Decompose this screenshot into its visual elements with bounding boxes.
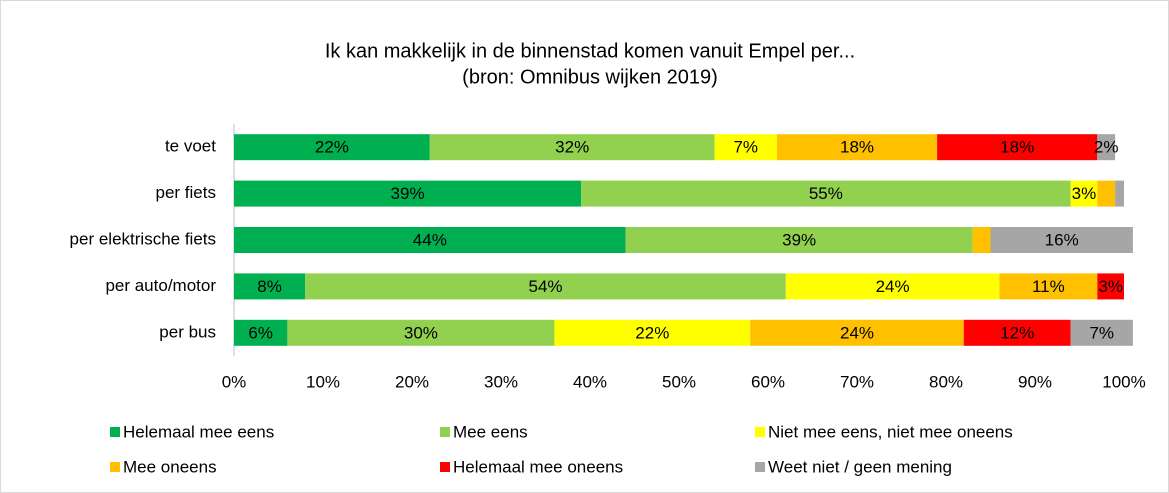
bar-segment [1097, 134, 1116, 161]
bar-segment [305, 273, 786, 300]
bar-segment [750, 319, 964, 346]
bar-segment [234, 227, 626, 253]
bar-segment [1070, 319, 1133, 346]
bar-segment [234, 319, 288, 346]
bar-segment [234, 134, 430, 161]
data-label: 44% [413, 230, 447, 249]
bar-segment [714, 134, 777, 161]
x-tick-label: 0% [222, 372, 247, 391]
bar-segment [625, 227, 973, 253]
data-label: 6% [248, 323, 273, 342]
data-label: 22% [635, 323, 669, 342]
legend-swatch [110, 427, 120, 437]
legend-label: Niet mee eens, niet mee oneens [768, 422, 1013, 441]
y-tick-label: per bus [159, 322, 216, 341]
data-label: 7% [1089, 323, 1114, 342]
chart-subtitle: (bron: Omnibus wijken 2019) [462, 66, 718, 88]
chart-title: Ik kan makkelijk in de binnenstad komen … [325, 40, 855, 62]
data-label: 3% [1098, 277, 1123, 296]
x-tick-label: 40% [573, 372, 607, 391]
data-label: 8% [257, 277, 282, 296]
legend-swatch [755, 427, 765, 437]
data-label: 18% [840, 138, 874, 157]
x-tick-label: 10% [306, 372, 340, 391]
data-label: 22% [315, 138, 349, 157]
y-tick-label: per elektrische fiets [70, 229, 216, 248]
data-label: 16% [1045, 230, 1079, 249]
data-label: 24% [840, 323, 874, 342]
legend-swatch [440, 427, 450, 437]
x-tick-label: 60% [751, 372, 785, 391]
data-label: 3% [1072, 184, 1097, 203]
bar-segment [1115, 180, 1124, 207]
y-tick-label: per fiets [156, 183, 216, 202]
bar-segment [999, 273, 1098, 300]
bar-segment [972, 227, 991, 253]
data-label: 7% [733, 138, 758, 157]
data-label: 12% [1000, 323, 1034, 342]
bar-segment [990, 227, 1133, 253]
data-label: 39% [782, 230, 816, 249]
legend-label: Helemaal mee eens [123, 422, 274, 441]
legend-label: Mee oneens [123, 457, 217, 476]
x-tick-label: 90% [1018, 372, 1052, 391]
bar-segment [554, 319, 751, 346]
data-label: 24% [876, 277, 910, 296]
data-label: 30% [404, 323, 438, 342]
bar-segment [234, 180, 582, 207]
bar-segment [776, 134, 938, 161]
data-label: 2% [1094, 138, 1119, 157]
bar-segment [1097, 180, 1116, 207]
x-tick-label: 30% [484, 372, 518, 391]
bar-segment [1097, 273, 1124, 300]
bar-segment [234, 273, 306, 300]
x-tick-label: 80% [929, 372, 963, 391]
data-label: 55% [809, 184, 843, 203]
y-tick-label: te voet [165, 137, 216, 156]
data-label: 39% [391, 184, 425, 203]
y-tick-label: per auto/motor [105, 276, 216, 295]
x-tick-label: 70% [840, 372, 874, 391]
legend-swatch [440, 462, 450, 472]
x-tick-label: 50% [662, 372, 696, 391]
data-label: 54% [528, 277, 562, 296]
data-label: 18% [1000, 138, 1034, 157]
legend-label: Mee eens [453, 422, 528, 441]
bar-segment [937, 134, 1098, 161]
legend-swatch [755, 462, 765, 472]
x-tick-label: 100% [1102, 372, 1145, 391]
legend-label: Helemaal mee oneens [453, 457, 623, 476]
bar-segment [1070, 180, 1098, 207]
data-label: 11% [1032, 277, 1065, 296]
bar-segment [287, 319, 555, 346]
bar-segment [581, 180, 1071, 207]
bar-segment [429, 134, 715, 161]
legend-label: Weet niet / geen mening [768, 457, 952, 476]
legend-swatch [110, 462, 120, 472]
x-tick-label: 20% [395, 372, 429, 391]
bar-segment [963, 319, 1071, 346]
data-label: 32% [555, 138, 589, 157]
bar-segment [785, 273, 1000, 300]
